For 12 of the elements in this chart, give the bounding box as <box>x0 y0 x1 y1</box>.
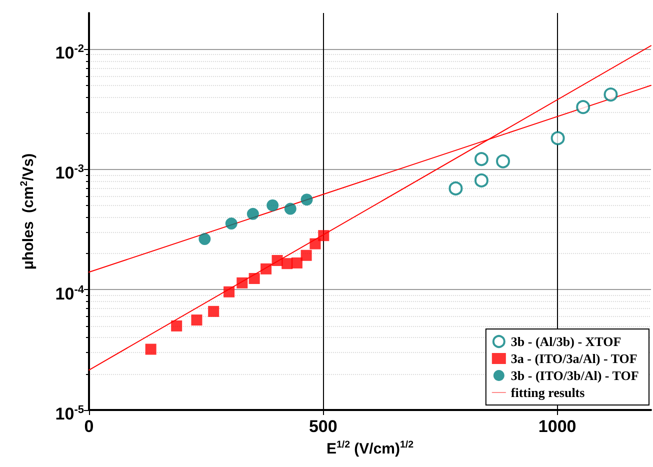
legend-label: 3b - (Al/3b) - XTOF <box>510 334 622 349</box>
x-tick-label: 1000 <box>538 417 576 436</box>
y-tick-label: 10$^{-5}$ <box>55 403 84 426</box>
y-tick-label: 10$^{-3}$ <box>55 162 84 186</box>
legend-label: 3b - (ITO/3b/Al) - TOF <box>510 368 639 383</box>
legend-label: 3a - (ITO/3a/Al) - TOF <box>510 351 638 366</box>
y-tick-label: 10$^{-4}$ <box>55 282 84 306</box>
y-axis-title: μholes (cm2/Vs) <box>19 153 37 270</box>
x-tick-label: 0 <box>84 417 94 436</box>
y-tick-label: 10$^{-2}$ <box>55 42 84 65</box>
x-tick-label: 500 <box>308 417 338 436</box>
legend-label: fitting results <box>510 385 585 400</box>
